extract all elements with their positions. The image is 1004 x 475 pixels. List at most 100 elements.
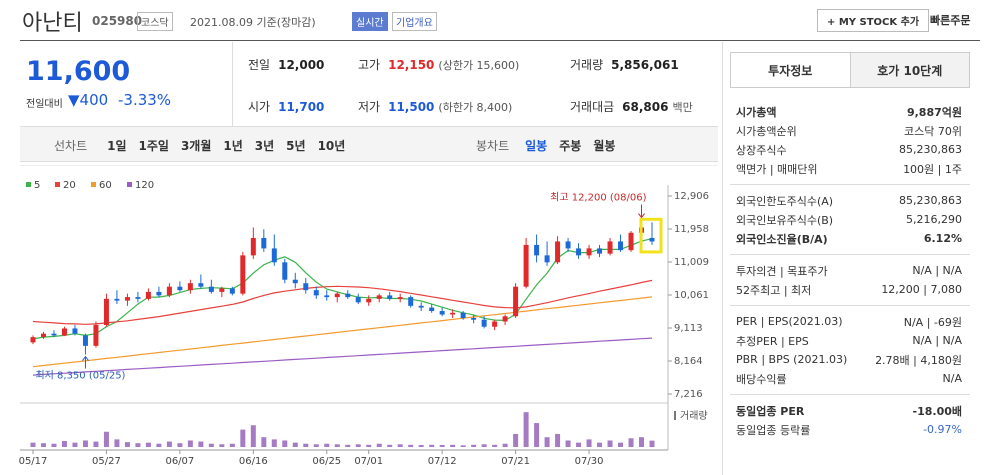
quick-order[interactable]: 빠른주문 — [930, 14, 971, 27]
volume-bar — [649, 440, 655, 447]
candle-body — [40, 333, 46, 338]
volume-bar — [481, 444, 487, 447]
volume-bar — [177, 443, 183, 447]
volume-bar — [313, 444, 319, 447]
volume-label-mark — [674, 411, 676, 420]
volume-bar — [450, 444, 456, 447]
info-row: PER | EPS(2021.03) N/A | -69원 — [736, 312, 962, 331]
candle-body — [628, 232, 634, 251]
quote-value: 12,000 — [278, 58, 325, 72]
candle-tab[interactable]: 주봉 — [559, 139, 582, 153]
candle-body — [177, 286, 183, 291]
x-tick-label: 06/16 — [239, 456, 268, 467]
volume-bar — [355, 444, 361, 447]
high-arrow-head — [638, 213, 645, 219]
candle-body — [523, 244, 529, 287]
volume-bar — [565, 440, 571, 447]
legend-label: 60 — [99, 180, 112, 191]
volume-bar — [51, 443, 57, 447]
legend-label: 5 — [34, 180, 40, 191]
legend-label: 120 — [135, 180, 154, 191]
candle-body — [303, 283, 309, 291]
x-tick-label: 06/25 — [312, 456, 341, 467]
mystock-button[interactable]: + MY STOCK 추가 — [817, 9, 930, 32]
info-value: 6.12% — [923, 232, 962, 245]
volume-bar — [292, 442, 298, 447]
candle-body — [513, 286, 519, 317]
period-tab[interactable]: 3개월 — [180, 139, 212, 153]
candle-body — [82, 335, 88, 346]
current-price: 11,600 — [26, 56, 131, 87]
candle-body — [376, 295, 382, 299]
volume-bar — [93, 441, 99, 447]
volume-bar — [156, 443, 162, 447]
info-value: 9,887억원 — [906, 105, 962, 119]
volume-bar — [502, 443, 508, 447]
info-label: 배당수익률 — [736, 372, 787, 386]
info-row: 외국인한도주식수(A) 85,230,863 — [736, 191, 962, 210]
info-tab[interactable]: 호가 10단계 — [849, 53, 969, 87]
info-label: 52주최고 | 최저 — [736, 283, 812, 297]
volume-bar — [303, 443, 309, 447]
panel-divider — [722, 42, 723, 475]
volume-bar — [618, 442, 624, 447]
overview-button[interactable]: 기업개요 — [392, 12, 437, 31]
candle-body — [460, 312, 466, 319]
volume-bar — [30, 442, 36, 447]
volume-bar — [334, 444, 340, 447]
quote-label: 고가 — [358, 58, 381, 72]
market-tag: 코스닥 — [137, 12, 173, 31]
y-tick-label: 12,906 — [674, 191, 709, 202]
quote-value: 68,806 — [622, 100, 669, 114]
candle-body — [229, 288, 235, 294]
x-tick-label: 07/21 — [501, 456, 530, 467]
period-tab[interactable]: 10년 — [317, 139, 346, 153]
period-tab[interactable]: 1주일 — [138, 139, 169, 153]
candle-body — [607, 241, 613, 254]
info-group: 시가총액 9,887억원 시가총액순위 코스닥 70위 상장주식수 85,230,863 액… — [730, 96, 970, 184]
period-tab[interactable]: 1일 — [107, 139, 127, 153]
volume-bar — [628, 438, 634, 447]
volume-bar — [103, 431, 109, 447]
volume-bar — [397, 444, 403, 447]
volume-bar — [282, 440, 288, 447]
info-row: 시가총액 9,887억원 — [736, 102, 962, 121]
candle-body — [544, 255, 550, 263]
period-tab: 선차트 — [54, 139, 88, 153]
volume-bar — [40, 443, 46, 447]
divider — [232, 42, 233, 126]
candle-tab[interactable]: 월봉 — [593, 139, 616, 153]
info-label: 시가총액 — [736, 105, 777, 119]
quote-value: 11,700 — [278, 100, 325, 114]
info-label: 동일업종 PER — [736, 404, 805, 418]
y-tick-label: 7,216 — [674, 389, 703, 400]
realtime-tag[interactable]: 실시간 — [352, 12, 388, 31]
info-value: 85,230,863 — [899, 194, 962, 207]
volume-bar — [523, 412, 529, 447]
candle-tab: 봉차트 — [476, 139, 510, 153]
quote-value: 12,150 — [388, 58, 435, 72]
period-tab[interactable]: 5년 — [286, 139, 306, 153]
candle-body — [271, 248, 277, 263]
info-tab[interactable]: 투자정보 — [768, 63, 813, 78]
x-tick-label: 07/12 — [428, 456, 457, 467]
volume-bar — [82, 440, 88, 447]
volume-bar — [198, 441, 204, 447]
volume-bar — [271, 439, 277, 447]
candle-body — [576, 248, 582, 256]
volume-bar — [513, 433, 519, 447]
info-row: 상장주식수 85,230,863 — [736, 140, 962, 159]
volume-bar — [376, 443, 382, 447]
candle-body — [534, 244, 540, 256]
stock-code: 025980 — [92, 14, 143, 28]
info-label: 시가총액순위 — [736, 124, 797, 138]
y-tick-label: 9,113 — [674, 323, 703, 334]
period-tab[interactable]: 3년 — [254, 139, 275, 153]
info-value: 12,200 | 7,080 — [881, 283, 962, 296]
candle-body — [198, 283, 204, 287]
candle-tab[interactable]: 일봉 — [525, 139, 548, 153]
candle-body — [618, 241, 624, 251]
period-tab[interactable]: 1년 — [223, 139, 243, 153]
volume-bar — [250, 425, 256, 447]
info-value: 5,216,290 — [906, 213, 962, 226]
